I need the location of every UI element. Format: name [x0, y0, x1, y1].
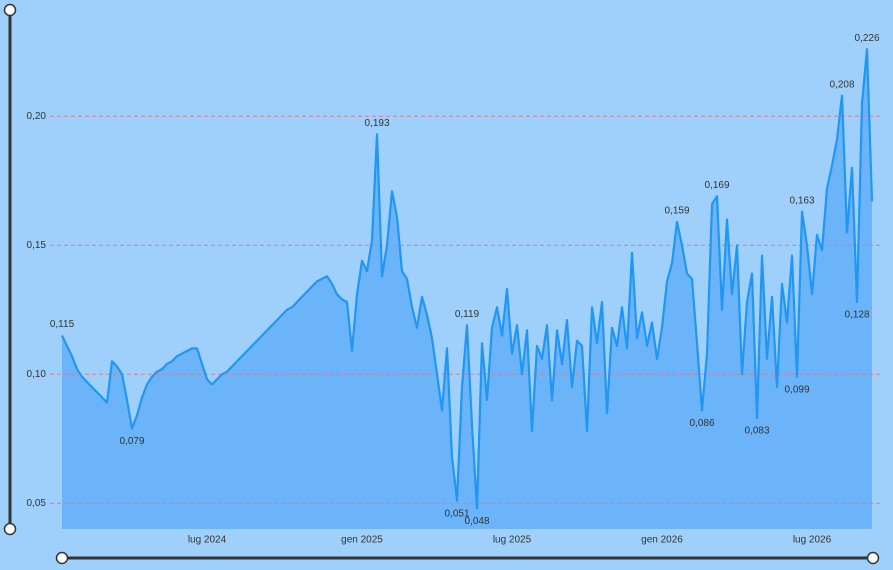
line [61, 48, 874, 510]
data-label: 0,159 [664, 206, 689, 217]
data-label: 0,128 [844, 310, 869, 321]
x-tick-label: gen 2025 [341, 535, 383, 546]
data-label: 0,086 [689, 418, 714, 429]
data-label: 0,226 [854, 33, 879, 44]
x-tick-label: lug 2025 [493, 535, 532, 546]
y-tick-label: 0,05 [27, 498, 47, 509]
data-label: 0,083 [744, 426, 769, 437]
data-label: 0,051 [444, 508, 469, 519]
x-tick-label: gen 2026 [641, 535, 683, 546]
slider-handle[interactable] [55, 551, 69, 565]
data-label: 0,079 [119, 436, 144, 447]
plot-area: 0,05 0,10 0,15 0,20 lug 2024 gen 2025 lug 2025… [27, 33, 880, 546]
slider-handle[interactable] [3, 522, 17, 536]
data-label: 0,119 [455, 309, 480, 320]
data-label: 0,208 [829, 79, 854, 90]
x-tick-label: lug 2026 [793, 535, 832, 546]
y-tick-label: 0,20 [27, 111, 47, 122]
data-label: 0,115 [50, 319, 75, 330]
data-label: 0,048 [464, 516, 489, 527]
x-tick-label: lug 2024 [188, 535, 227, 546]
area [62, 49, 872, 529]
data-label: 0,163 [789, 195, 814, 206]
slider-handle[interactable] [866, 551, 880, 565]
data-label: 0,193 [364, 118, 389, 129]
y-tick-label: 0,15 [27, 240, 47, 251]
slider-handle[interactable] [3, 3, 17, 17]
data-label: 0,169 [704, 180, 729, 191]
y-tick-label: 0,10 [27, 369, 47, 380]
data-label: 0,099 [784, 384, 809, 395]
